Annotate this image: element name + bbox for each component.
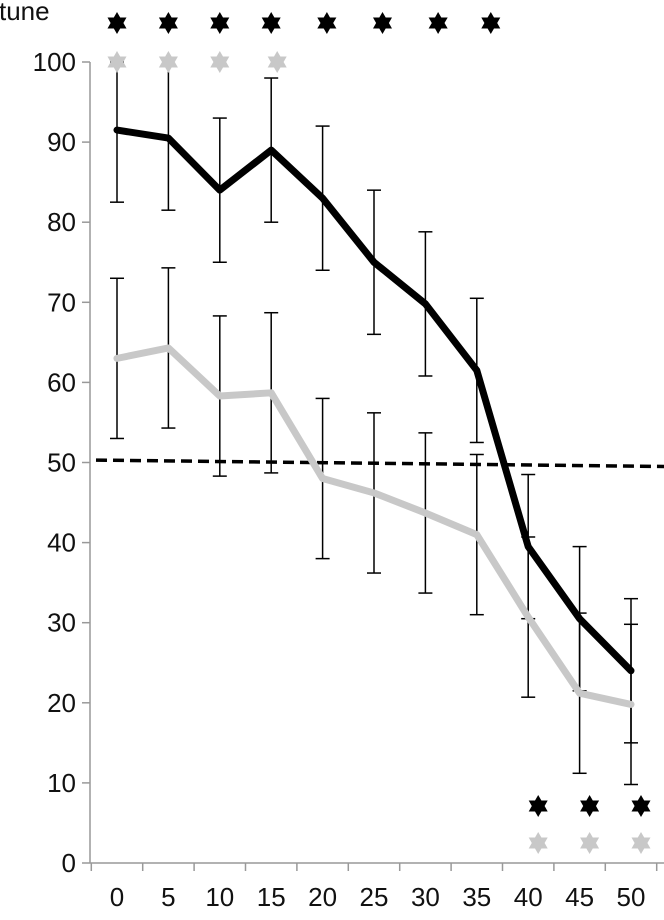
significance-star-light (107, 51, 127, 73)
reference-line-group (95, 458, 664, 469)
significance-markers (107, 12, 651, 854)
significance-star-dark (373, 12, 392, 34)
significance-star-dark (580, 795, 600, 817)
significance-star-light (210, 51, 230, 73)
reference-line (95, 458, 664, 469)
x-tick-label: 10 (205, 882, 234, 912)
significance-star-dark (528, 795, 548, 817)
y-tick-label: 60 (47, 367, 76, 397)
x-tick-label: 25 (360, 882, 389, 912)
x-tick-label: 5 (161, 882, 175, 912)
significance-star-light (267, 51, 287, 73)
chart-title-fragment: ctune (0, 0, 50, 26)
series-line-light (113, 344, 635, 708)
x-tick-label: 20 (308, 882, 337, 912)
y-tick-label: 70 (47, 287, 76, 317)
significance-star-dark (107, 12, 127, 34)
y-tick-label: 100 (33, 47, 76, 77)
y-tick-label: 90 (47, 127, 76, 157)
significance-star-light (528, 832, 548, 854)
y-tick-label: 10 (47, 768, 76, 798)
y-tick-label: 20 (47, 688, 76, 718)
significance-star-dark (428, 12, 448, 34)
significance-star-dark (317, 12, 337, 34)
y-tick-label: 80 (47, 207, 76, 237)
y-tick-label: 40 (47, 528, 76, 558)
significance-star-dark (631, 795, 651, 817)
significance-star-dark (210, 12, 230, 34)
series-line-dark (113, 126, 635, 675)
axes: 0 10 20 30 40 50 60 70 80 90 100 0 5 10 15 20 25 30 35 40 45… (33, 47, 664, 912)
x-tick-label: 35 (462, 882, 491, 912)
significance-star-light (580, 832, 600, 854)
significance-star-dark (158, 12, 178, 34)
x-tick-label: 0 (110, 882, 124, 912)
significance-star-light (631, 832, 651, 854)
significance-star-dark (481, 12, 501, 34)
x-tick-label: 30 (411, 882, 440, 912)
y-tick-label: 0 (62, 848, 76, 878)
x-tick-label: 50 (617, 882, 646, 912)
x-tick-label: 15 (257, 882, 286, 912)
x-tick-label: 40 (514, 882, 543, 912)
series-lines (113, 126, 635, 708)
y-tick-label: 50 (47, 448, 76, 478)
significance-star-light (158, 51, 178, 73)
x-tick-label: 45 (565, 882, 594, 912)
error-bars (110, 61, 638, 786)
y-tick-label: 30 (47, 608, 76, 638)
significance-star-dark (261, 12, 281, 34)
